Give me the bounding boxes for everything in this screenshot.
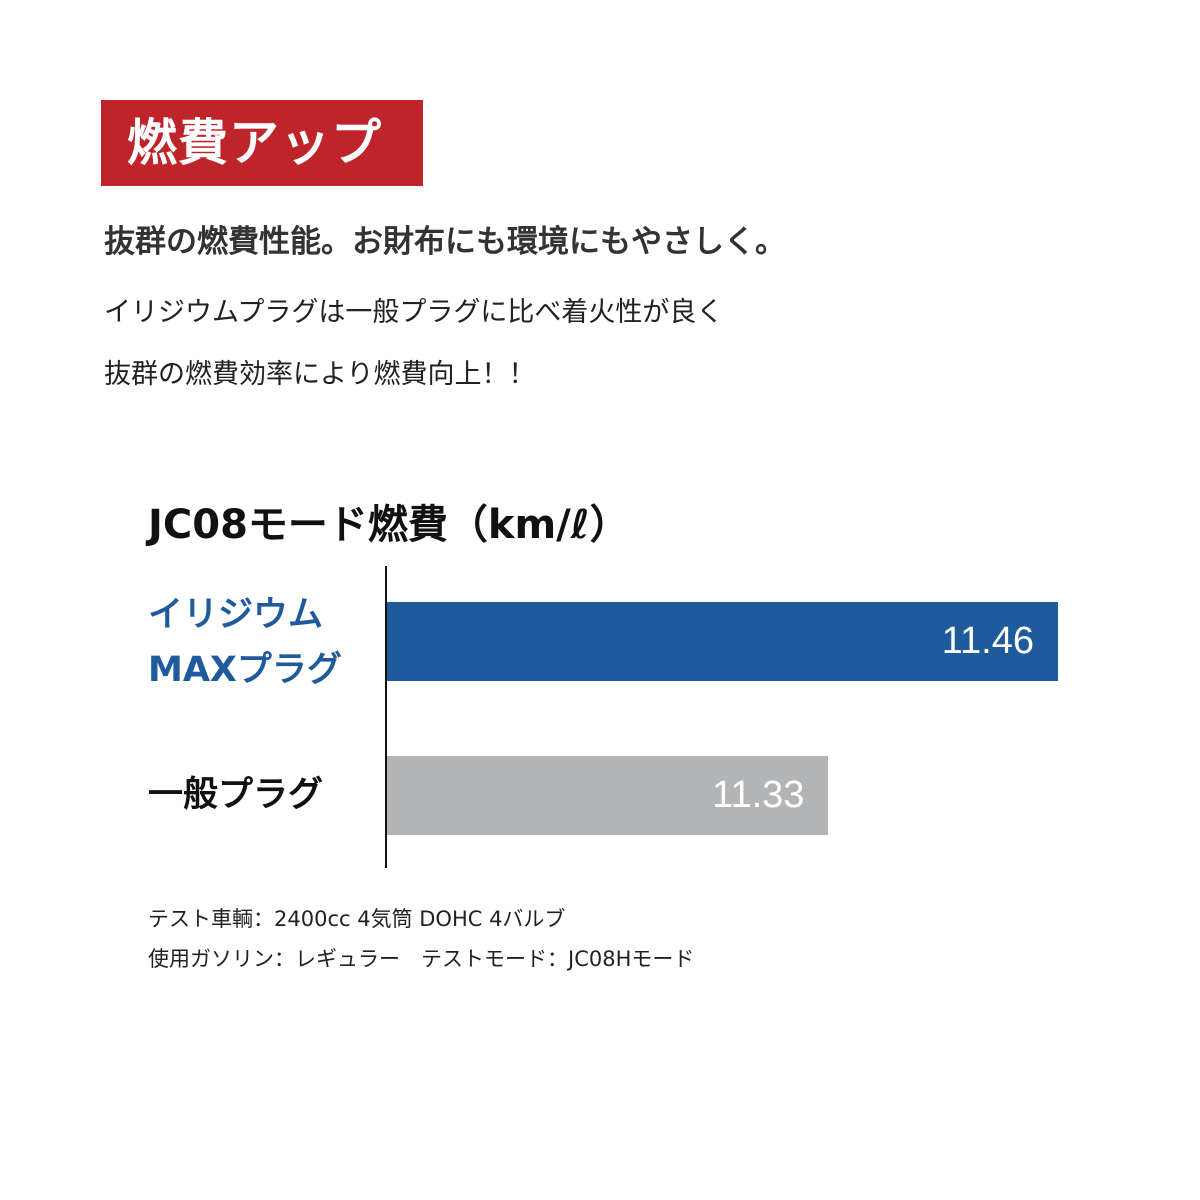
category-label-iridium: イリジウム MAXプラグ [148,588,342,698]
body-text-line-2: 抜群の燃費効率により燃費向上！！ [104,359,536,390]
body-text-line-1: イリジウムプラグは一般プラグに比べ着火性が良く [104,297,724,328]
bar-value-label: 11.33 [712,774,805,816]
bar-iridium: 11.46 [387,602,1058,681]
category-label-line: MAXプラグ [148,650,342,690]
chart-title: JC08モード燃費（km/ℓ） [148,502,630,548]
chart-axis-line [385,566,387,868]
category-label-line: イリジウム [148,595,324,635]
section-badge: 燃費アップ [101,100,423,186]
bar-value-label: 11.46 [941,620,1034,662]
lead-text: 抜群の燃費性能。お財布にも環境にもやさしく。 [104,224,786,260]
category-label-line: 一般プラグ [148,775,324,815]
bar-standard: 11.33 [387,756,829,835]
test-note-1: テスト車輌：2400cc 4気筒 DOHC 4バルブ [148,907,566,931]
category-label-standard: 一般プラグ [148,768,323,823]
test-note-2: 使用ガソリン：レギュラー テストモード：JC08Hモード [148,947,695,971]
